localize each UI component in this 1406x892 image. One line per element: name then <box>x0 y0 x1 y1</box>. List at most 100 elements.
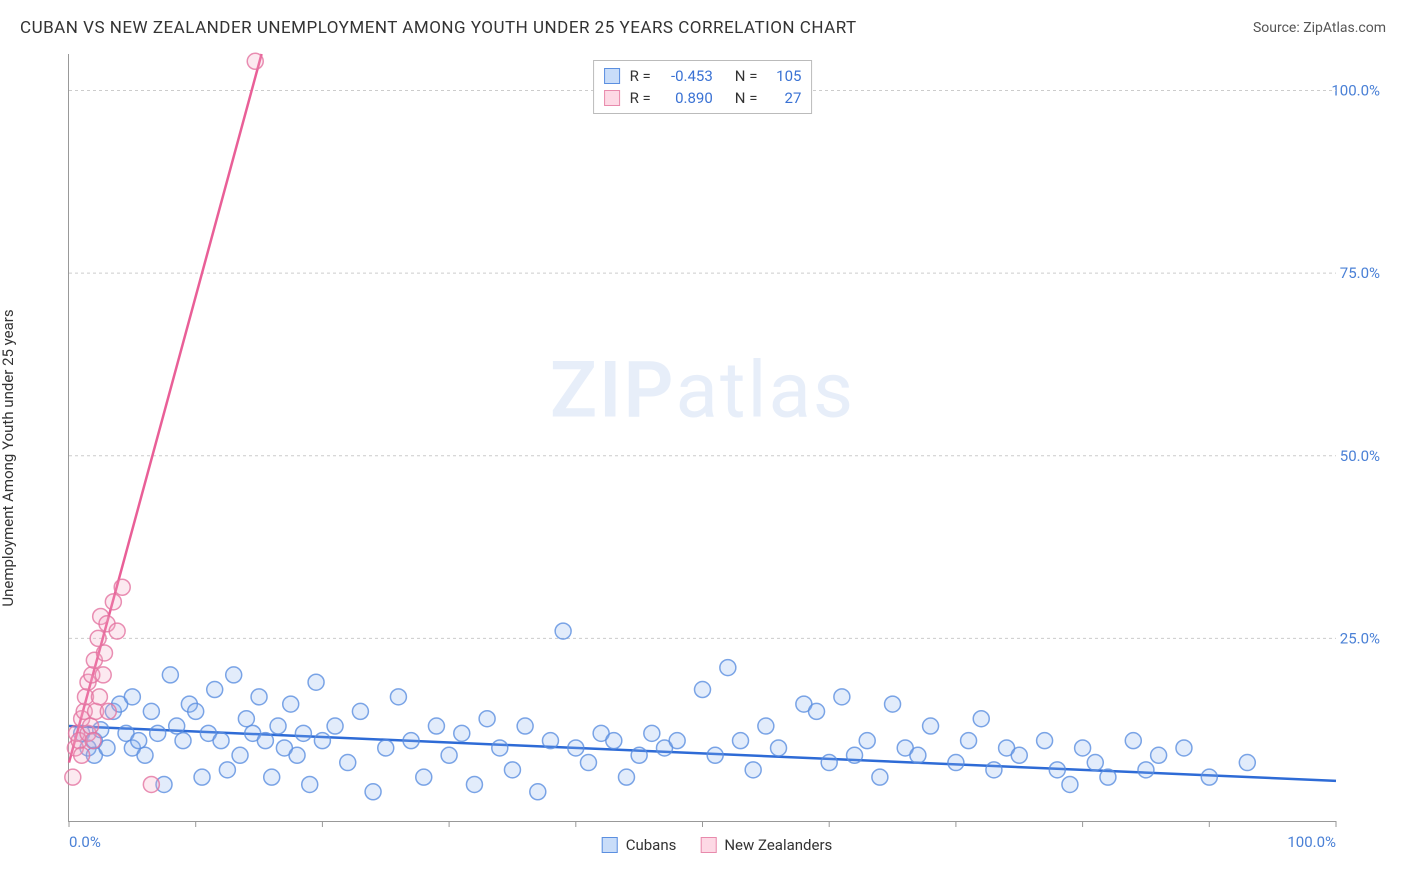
data-point <box>847 747 863 763</box>
data-point <box>95 667 111 683</box>
data-point <box>65 769 81 785</box>
data-point <box>390 689 406 705</box>
legend-label: New Zealanders <box>724 836 832 854</box>
data-point <box>247 53 263 69</box>
data-point <box>758 718 774 734</box>
data-point <box>1062 776 1078 792</box>
data-point <box>365 784 381 800</box>
source-attribution: Source: ZipAtlas.com <box>1253 20 1386 36</box>
chart-header: CUBAN VS NEW ZEALANDER UNEMPLOYMENT AMON… <box>20 18 1386 38</box>
y-axis-label: Unemployment Among Youth under 25 years <box>0 309 17 606</box>
data-point <box>454 725 470 741</box>
data-point <box>568 740 584 756</box>
data-point <box>169 718 185 734</box>
data-point <box>352 703 368 719</box>
data-point <box>188 703 204 719</box>
data-point <box>270 718 286 734</box>
data-point <box>150 725 166 741</box>
data-point <box>100 703 116 719</box>
data-point <box>695 682 711 698</box>
data-point <box>124 689 140 705</box>
data-point <box>618 769 634 785</box>
y-tick-label: 50.0% <box>1340 447 1380 465</box>
data-point <box>986 762 1002 778</box>
data-point <box>492 740 508 756</box>
stats-r-label: R = <box>630 87 651 109</box>
data-point <box>83 718 99 734</box>
data-point <box>219 762 235 778</box>
data-point <box>1239 755 1255 771</box>
data-point <box>542 733 558 749</box>
correlation-stats-box: R = -0.453 N = 105R = 0.890 N = 27 <box>593 60 813 114</box>
data-point <box>555 623 571 639</box>
data-point <box>283 696 299 712</box>
y-tick-label: 75.0% <box>1340 264 1380 282</box>
data-point <box>226 667 242 683</box>
data-point <box>961 733 977 749</box>
data-point <box>289 747 305 763</box>
data-point <box>143 703 159 719</box>
data-point <box>1176 740 1192 756</box>
data-point <box>809 703 825 719</box>
data-point <box>232 747 248 763</box>
data-point <box>85 733 101 749</box>
stats-swatch-icon <box>604 68 620 84</box>
data-point <box>428 718 444 734</box>
data-point <box>403 733 419 749</box>
data-point <box>669 733 685 749</box>
stats-n-label: N = <box>735 87 758 109</box>
legend-item-0: Cubans <box>602 836 677 854</box>
y-tick-label: 25.0% <box>1340 629 1380 647</box>
data-point <box>91 689 107 705</box>
y-tick-label: 100.0% <box>1331 82 1380 100</box>
data-point <box>74 747 90 763</box>
stats-row-0: R =-0.453N =105 <box>604 65 802 87</box>
x-tick-label: 100.0% <box>1287 833 1336 851</box>
data-point <box>821 755 837 771</box>
plot-svg: 25.0%50.0%75.0%100.0%0.0%100.0% <box>69 54 1336 821</box>
data-point <box>834 689 850 705</box>
data-point <box>1125 733 1141 749</box>
data-point <box>1151 747 1167 763</box>
legend-swatch-icon <box>602 837 618 853</box>
data-point <box>340 755 356 771</box>
data-point <box>1049 762 1065 778</box>
data-point <box>1011 747 1027 763</box>
data-point <box>973 711 989 727</box>
data-point <box>207 682 223 698</box>
data-point <box>257 733 273 749</box>
data-point <box>885 696 901 712</box>
stats-n-value: 27 <box>767 87 801 109</box>
stats-r-value: -0.453 <box>661 65 713 87</box>
data-point <box>131 733 147 749</box>
legend-swatch-icon <box>700 837 716 853</box>
data-point <box>733 733 749 749</box>
stats-swatch-icon <box>604 90 620 106</box>
stats-row-1: R = 0.890 N = 27 <box>604 87 802 109</box>
chart-title: CUBAN VS NEW ZEALANDER UNEMPLOYMENT AMON… <box>20 18 857 38</box>
stats-r-label: R = <box>630 65 651 87</box>
stats-n-value: 105 <box>767 65 801 87</box>
data-point <box>1100 769 1116 785</box>
data-point <box>194 769 210 785</box>
data-point <box>302 776 318 792</box>
data-point <box>580 755 596 771</box>
legend: Cubans New Zealanders <box>602 836 833 854</box>
legend-item-1: New Zealanders <box>700 836 832 854</box>
data-point <box>96 645 112 661</box>
data-point <box>114 579 130 595</box>
data-point <box>530 784 546 800</box>
data-point <box>1075 740 1091 756</box>
data-point <box>162 667 178 683</box>
data-point <box>859 733 875 749</box>
data-point <box>90 630 106 646</box>
data-point <box>295 725 311 741</box>
stats-r-value: 0.890 <box>661 87 713 109</box>
data-point <box>910 747 926 763</box>
data-point <box>378 740 394 756</box>
data-point <box>644 725 660 741</box>
data-point <box>1037 733 1053 749</box>
data-point <box>771 740 787 756</box>
data-point <box>143 776 159 792</box>
data-point <box>923 718 939 734</box>
